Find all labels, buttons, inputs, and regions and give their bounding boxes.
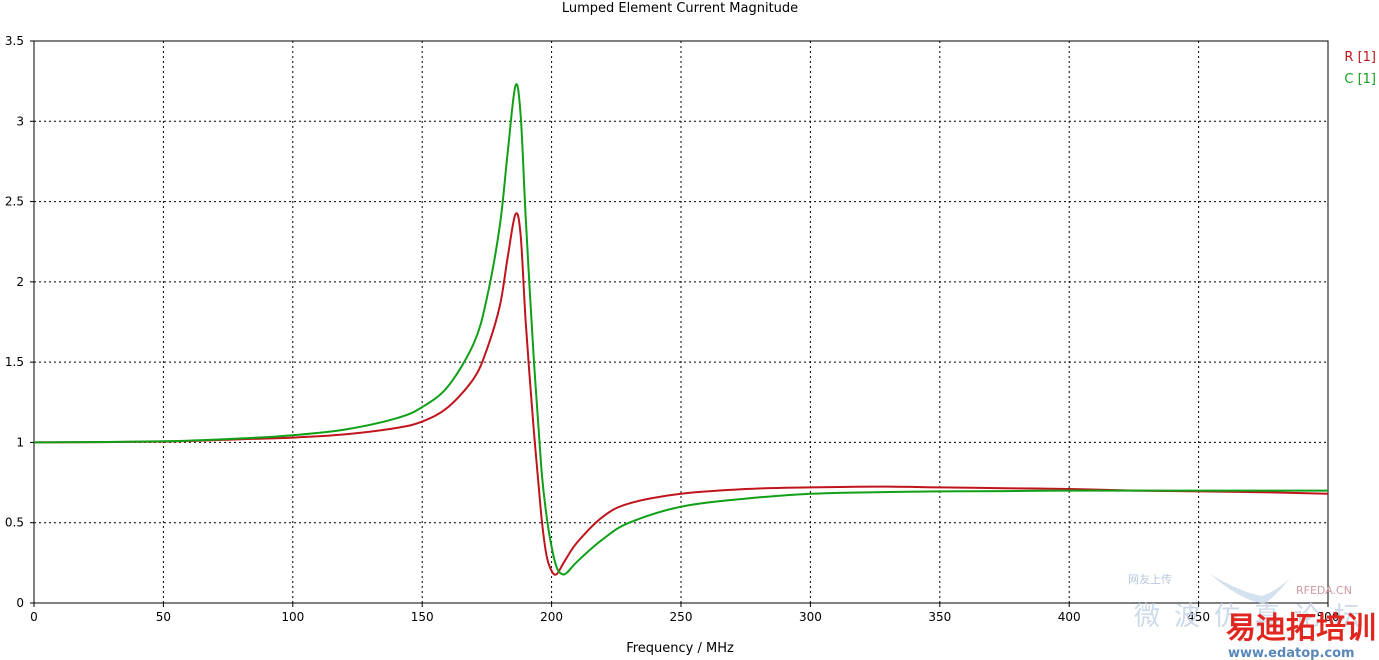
watermark-faint-cn: 微波仿真论坛 bbox=[1134, 602, 1374, 632]
y-tick-label: 3 bbox=[16, 114, 24, 128]
y-tick-label: 2.5 bbox=[5, 195, 24, 209]
x-tick-label: 400 bbox=[1058, 610, 1081, 624]
x-tick-label: 350 bbox=[928, 610, 951, 624]
x-axis-label: Frequency / MHz bbox=[626, 641, 734, 656]
y-tick-label: 3.5 bbox=[5, 34, 24, 48]
x-tick-label: 500 bbox=[1317, 610, 1340, 624]
x-tick-label: 450 bbox=[1187, 610, 1210, 624]
y-tick-label: 0 bbox=[16, 596, 24, 610]
x-tick-label: 100 bbox=[281, 610, 304, 624]
watermark-site-url: www.edatop.com bbox=[1228, 646, 1355, 660]
legend-entry-r: R [1] bbox=[1344, 50, 1376, 65]
x-tick-label: 200 bbox=[540, 610, 563, 624]
y-tick-label: 1 bbox=[16, 435, 24, 449]
legend: R [1] C [1] bbox=[1344, 50, 1376, 87]
series-layer bbox=[33, 83, 1329, 576]
series-line-c bbox=[33, 83, 1328, 576]
y-tick-label: 0.5 bbox=[5, 516, 24, 530]
watermark-brand-cn: 易迪拓培训 bbox=[1226, 611, 1376, 646]
watermark-bird-icon bbox=[1210, 574, 1290, 604]
x-tick-label: 150 bbox=[411, 610, 434, 624]
legend-entry-c: C [1] bbox=[1344, 72, 1376, 87]
watermark-site-small: RFEDA.CN bbox=[1296, 584, 1352, 597]
watermark: 网友上传 RFEDA.CN 微波仿真论坛 易迪拓培训 www.edatop.co… bbox=[1128, 572, 1376, 660]
x-tick-label: 300 bbox=[799, 610, 822, 624]
watermark-faint-top: 网友上传 bbox=[1128, 572, 1172, 586]
chart-title: Lumped Element Current Magnitude bbox=[562, 1, 798, 16]
series-line-r bbox=[33, 212, 1329, 576]
x-tick-label: 50 bbox=[156, 610, 171, 624]
y-tick-label: 1.5 bbox=[5, 355, 24, 369]
ticks-layer: 0 50 100 150 200 250 300 350 400 450 500 0 0.5 1 1.5 2 2… bbox=[5, 34, 1340, 624]
grid bbox=[34, 41, 1328, 603]
y-tick-label: 2 bbox=[16, 275, 24, 289]
x-tick-label: 0 bbox=[30, 610, 38, 624]
x-tick-label: 250 bbox=[670, 610, 693, 624]
